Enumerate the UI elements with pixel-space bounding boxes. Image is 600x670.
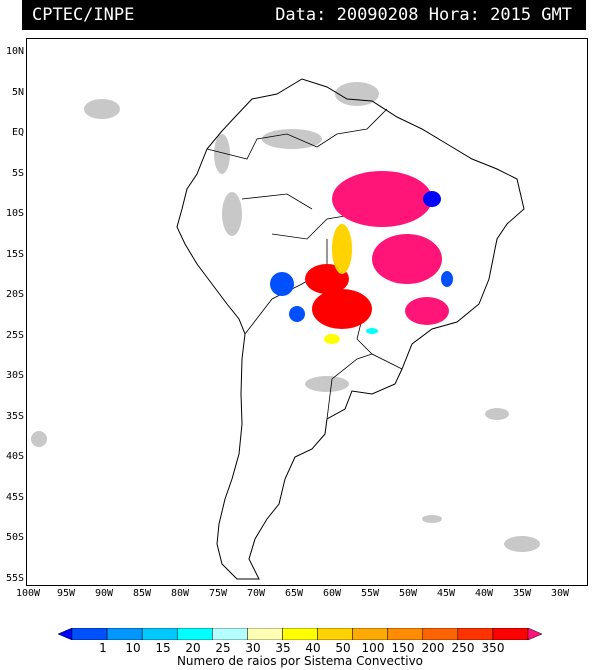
lon-label: 50W (398, 588, 418, 599)
lat-label: 5S (11, 168, 24, 179)
lightning-map (31, 78, 540, 580)
lat-label: 10N (5, 46, 24, 57)
colorbar-tick: 15 (155, 641, 171, 655)
lat-label: 15S (5, 249, 24, 260)
lat-label: 20S (5, 289, 24, 300)
colorbar-swatch (492, 628, 529, 640)
colorbar-tick: 10 (125, 641, 141, 655)
colorbar-swatch (317, 628, 353, 640)
lon-label: 45W (436, 588, 456, 599)
source-label: CPTEC/INPE (32, 5, 135, 25)
colorbar-swatch (141, 628, 178, 640)
cloud-cover (31, 82, 540, 552)
colorbar-swatch (457, 628, 494, 640)
colorbar-tick: 30 (245, 641, 261, 655)
lat-label: 55S (5, 573, 24, 584)
colorbar-tick: 150 (391, 641, 415, 655)
colorbar-tick: 250 (451, 641, 475, 655)
lat-label: 25S (5, 330, 24, 341)
lat-label: 5N (11, 87, 24, 98)
lon-label: 35W (512, 588, 532, 599)
lat-label: 45S (5, 492, 24, 503)
lon-label: 75W (208, 588, 228, 599)
lon-label: 55W (360, 588, 380, 599)
colorbar-tick: 40 (305, 641, 321, 655)
colorbar-tick: 20 (185, 641, 201, 655)
colorbar-title: Numero de raios por Sistema Convectivo (176, 654, 424, 668)
colorbar-swatch (71, 628, 108, 640)
south-america-outline (176, 78, 525, 580)
colorbar-swatch (176, 628, 213, 640)
colorbar-tick: 200 (421, 641, 445, 655)
colorbar-tick: 25 (215, 641, 231, 655)
lon-label: 95W (56, 588, 76, 599)
colorbar-tick: 100 (361, 641, 385, 655)
colorbar-swatch (58, 628, 73, 640)
colorbar-swatch (282, 628, 318, 640)
lon-label: 70W (246, 588, 266, 599)
lightning-clusters (270, 171, 453, 344)
lon-label: 80W (170, 588, 190, 599)
lat-label: 30S (5, 370, 24, 381)
colorbar (58, 628, 542, 640)
map-header: CPTEC/INPE Data: 20090208 Hora: 2015 GMT (22, 0, 586, 30)
map-frame (26, 38, 588, 586)
colorbar-tick: 50 (335, 641, 351, 655)
lon-label: 90W (94, 588, 114, 599)
lat-label: 50S (5, 532, 24, 543)
colorbar-swatch (527, 628, 542, 640)
lon-label: 60W (322, 588, 342, 599)
lon-label: 30W (550, 588, 570, 599)
colorbar-swatch (422, 628, 459, 640)
datetime-label: Data: 20090208 Hora: 2015 GMT (275, 5, 572, 25)
lon-label: 85W (132, 588, 152, 599)
colorbar-swatch (247, 628, 283, 640)
colorbar-swatch (387, 628, 424, 640)
lat-label: EQ (11, 127, 24, 138)
colorbar-swatch (212, 628, 248, 640)
colorbar-tick: 350 (481, 641, 505, 655)
lat-label: 10S (5, 208, 24, 219)
colorbar-swatch (352, 628, 388, 640)
colorbar-swatch (106, 628, 143, 640)
lon-label: 65W (284, 588, 304, 599)
colorbar-tick: 35 (275, 641, 291, 655)
colorbar-tick: 1 (99, 641, 107, 655)
lon-label: 100W (15, 588, 41, 599)
lat-label: 35S (5, 411, 24, 422)
lat-label: 40S (5, 451, 24, 462)
lon-label: 40W (474, 588, 494, 599)
